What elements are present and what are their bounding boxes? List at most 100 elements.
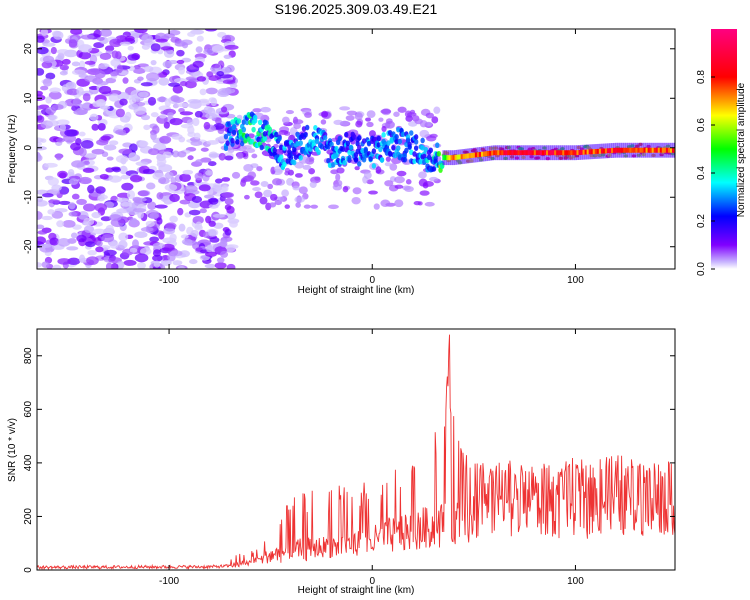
spectrogram-cell [110, 262, 119, 269]
spectrogram-cell [645, 147, 649, 153]
spectrogram-cell [150, 59, 157, 66]
spectrogram-cell [179, 80, 188, 87]
snr-y-axis: 0 200 400 600 800 [23, 347, 675, 573]
spectrogram-cell [158, 77, 170, 86]
spectrogram-cell [556, 150, 559, 156]
spectrogram-cell [381, 125, 387, 133]
spectrogram-cell [354, 112, 363, 121]
spectrogram-cell [172, 260, 183, 266]
spectrogram-cell [435, 142, 440, 149]
spectrogram-cell [37, 67, 45, 76]
spectrogram-cell [294, 196, 305, 203]
spectrogram-cell [278, 196, 285, 202]
spectrogram-cell [303, 132, 308, 138]
spectrogram-cell [157, 177, 170, 185]
spectrogram-cell [470, 152, 474, 158]
x-tick-label: -100 [159, 576, 179, 587]
spectrogram-cell [122, 77, 129, 84]
spectrogram-cell [115, 155, 129, 163]
spectrogram-cell [177, 207, 184, 216]
spectrogram-cell [187, 31, 196, 37]
spectrogram-cell [78, 254, 86, 263]
spectrogram-cell [665, 147, 669, 153]
spectrogram-cell [41, 193, 54, 198]
spectrogram-cell [152, 125, 160, 134]
spectrogram-cell [87, 250, 97, 256]
spectrogram-cell [40, 85, 49, 91]
spectrogram-cell [337, 135, 342, 142]
spectrogram-cell [153, 260, 161, 268]
spectrogram-cell [495, 150, 498, 156]
spectrogram-cell [224, 198, 234, 205]
spectrogram-cell [172, 150, 180, 158]
spectrogram-cell [436, 150, 442, 157]
spectrogram-cell [308, 168, 316, 175]
spectrogram-cell [228, 126, 234, 133]
spectrogram-cell [539, 150, 543, 156]
spectrogram-cell [212, 184, 223, 192]
spectrogram-cell [582, 149, 586, 155]
spectrogram-cell [596, 148, 600, 154]
spectrogram-cell [71, 160, 86, 168]
spectrogram-cell [47, 177, 59, 186]
spectrogram-cell [83, 153, 98, 158]
spectrogram-cell [119, 41, 131, 46]
spectrogram-cell [269, 202, 277, 208]
spectrogram-cell [405, 134, 411, 140]
spectrogram-cell [127, 45, 134, 51]
spectrogram-cell [326, 158, 331, 164]
spectrogram-cell [224, 244, 236, 253]
spectrogram-cell [279, 154, 284, 160]
spectrogram-cell [472, 152, 476, 158]
spectrogram-cell [378, 117, 384, 122]
spectrogram-cell [425, 112, 434, 119]
spectrogram-cell [236, 152, 244, 160]
spectrogram-cell [322, 134, 328, 141]
spectrogram-cell [251, 126, 256, 133]
spectrogram-cell [619, 147, 622, 153]
spectrogram-cell [391, 144, 396, 151]
spectrogram-cell [206, 71, 214, 78]
spectrogram-cell [631, 147, 634, 153]
spectrogram-cell [346, 110, 358, 116]
spectrogram-cell [55, 137, 65, 143]
spectrogram-cell [450, 155, 453, 161]
spectrogram-plot-area [37, 29, 675, 269]
spectrogram-cell [187, 102, 198, 108]
y-tick-label: 400 [23, 454, 34, 471]
spectrogram-cell [198, 184, 211, 192]
spectrogram-cell [615, 147, 618, 153]
spectrogram-cell [179, 250, 190, 258]
spectrogram-cell [191, 196, 203, 203]
spectrogram-cell [284, 167, 291, 173]
spectrogram-cell [446, 155, 449, 161]
spectrogram-cell [310, 204, 319, 209]
spectrogram-cell [515, 150, 519, 156]
spectrogram-cell [426, 154, 432, 161]
spectrogram-cell [396, 170, 407, 177]
spectrogram-cell [110, 58, 121, 67]
spectrogram-cell [541, 150, 545, 156]
x-tick-label: 0 [369, 576, 375, 587]
spectrogram-cell [203, 106, 213, 114]
spectrogram-cell [394, 134, 399, 140]
spectrogram-cell [517, 150, 521, 156]
spectrogram-cell [368, 190, 378, 195]
spectrogram-cell [83, 225, 95, 234]
spectrogram-cell [221, 177, 231, 182]
spectrogram-cell [91, 211, 101, 219]
spectrogram-cell [429, 176, 439, 182]
spectrogram-cell [78, 131, 86, 137]
spectrogram-cell [657, 147, 661, 153]
spectrogram-cell [384, 180, 394, 187]
spectrogram-cell [572, 150, 575, 156]
spectrogram-cell [667, 147, 671, 153]
spectrogram-cell [132, 196, 142, 203]
spectrogram-cell [223, 145, 229, 152]
spectrogram-cell [188, 209, 201, 216]
spectrogram-cell [580, 149, 584, 155]
spectrogram-cell [123, 259, 137, 266]
spectrogram-cell [68, 178, 79, 185]
spectrogram-cell [108, 93, 120, 102]
